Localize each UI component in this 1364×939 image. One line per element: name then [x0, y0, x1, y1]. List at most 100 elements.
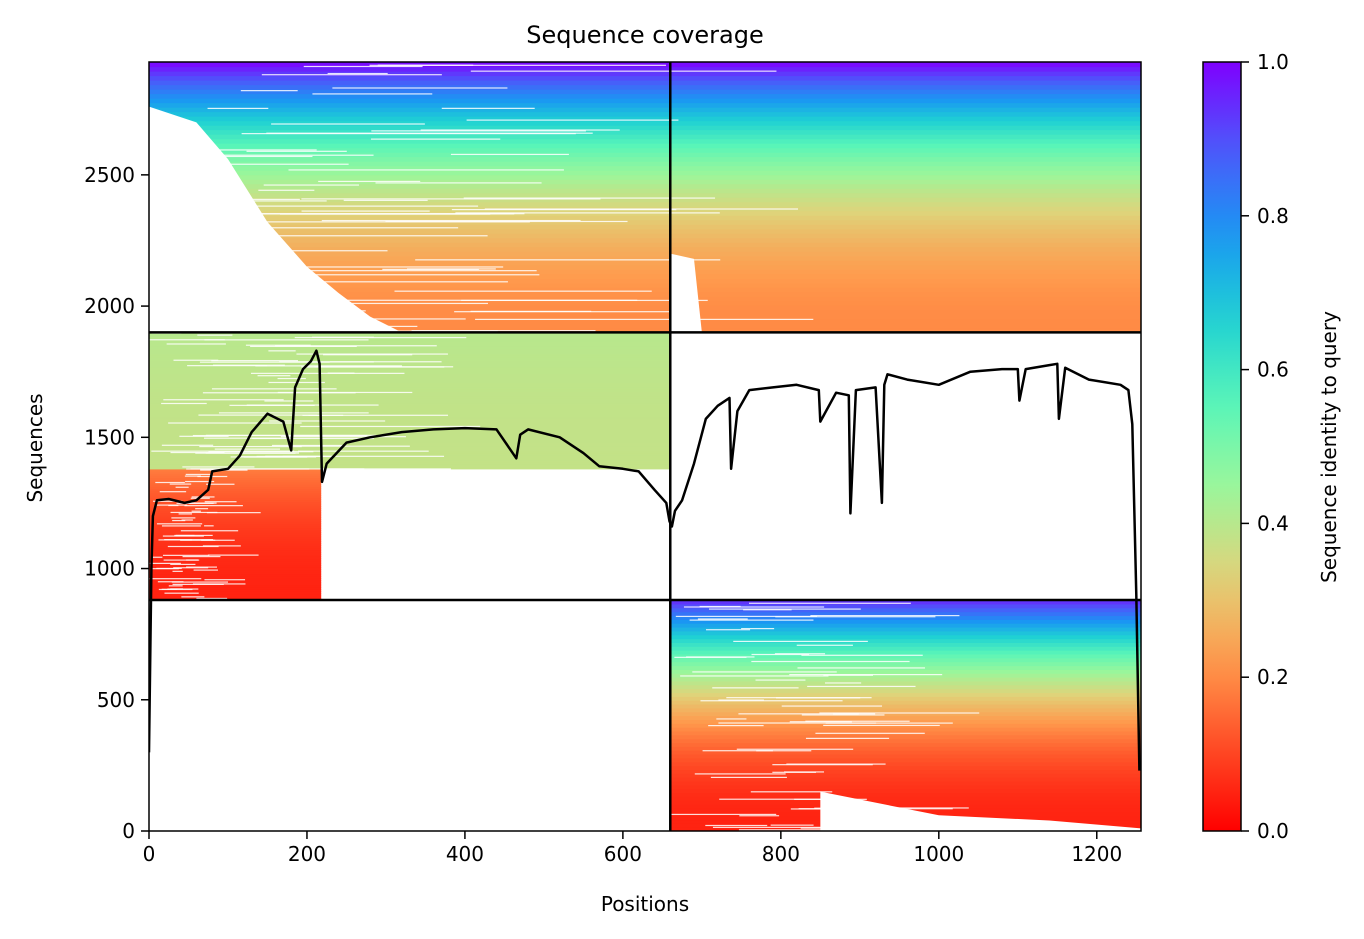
msa-band [670, 800, 1141, 805]
gap-stripe [156, 523, 203, 525]
msa-band [670, 634, 1141, 640]
gap-stripe [273, 330, 498, 332]
msa-band [149, 359, 671, 363]
gap-stripe [801, 714, 885, 716]
msa-band [149, 538, 322, 542]
gap-stripe [197, 334, 233, 336]
gap-stripe [239, 456, 270, 458]
gap-stripe [749, 602, 911, 604]
msa-band [149, 497, 322, 501]
gap-stripe [705, 824, 768, 827]
msa-band [149, 523, 322, 527]
gap-stripe [202, 545, 241, 547]
y-tick-label: 1000 [84, 557, 135, 581]
gap-stripe [196, 597, 228, 600]
msa-band [670, 700, 1141, 705]
gap-stripe [164, 592, 199, 594]
gap-stripe [733, 640, 868, 643]
gap-stripe [297, 450, 429, 452]
msa-band [670, 754, 1141, 759]
gap-stripe [199, 361, 330, 363]
gap-stripe [246, 150, 347, 152]
gap-stripe [321, 219, 581, 222]
msa-band [149, 341, 671, 345]
msa-band [149, 361, 671, 365]
gap-stripe [738, 713, 876, 715]
gap-stripe [312, 336, 374, 338]
msa-band [149, 432, 671, 436]
gap-stripe [168, 585, 183, 587]
msa-band [149, 350, 671, 354]
msa-band [670, 707, 1141, 713]
gap-stripe [385, 220, 628, 223]
msa-band [149, 470, 322, 474]
msa-band [149, 532, 322, 536]
msa-band [149, 377, 671, 381]
gap-stripe [318, 180, 421, 183]
msa-band [149, 318, 1141, 324]
msa-band [149, 357, 671, 361]
gap-stripe [375, 182, 542, 184]
gap-stripe [213, 364, 285, 366]
gap-stripe [193, 569, 218, 571]
msa-band [670, 769, 1141, 774]
gap-stripe [159, 491, 187, 493]
gap-stripe [206, 483, 235, 485]
msa-band [149, 309, 1141, 315]
gap-stripe [726, 697, 872, 699]
gap-stripe [279, 361, 442, 363]
msa-band [149, 439, 671, 443]
gap-stripe [751, 660, 910, 663]
gap-stripe [736, 748, 854, 750]
msa-block [670, 600, 1141, 831]
gap-stripe [181, 596, 205, 598]
msa-band [149, 339, 671, 343]
gap-stripe [288, 169, 564, 171]
gap-stripe [255, 365, 402, 367]
msa-band [149, 547, 322, 551]
gap-stripe [162, 554, 210, 556]
y-axis: 0 500 1000 1500 2000 2500 [84, 163, 149, 843]
colorbar-tick-label: 0.4 [1257, 511, 1289, 535]
gap-stripe [175, 154, 374, 156]
msa-band [149, 495, 322, 498]
gap-stripe [461, 299, 708, 302]
msa-band [149, 71, 1141, 77]
gap-stripe [805, 720, 910, 722]
msa-band [149, 499, 322, 503]
msa-band [670, 600, 1141, 605]
msa-band [149, 418, 671, 422]
gap-stripe [204, 339, 369, 341]
gap-stripe [266, 132, 593, 134]
gap-stripe [207, 107, 269, 110]
msa-band [149, 545, 322, 549]
gap-stripe [172, 309, 278, 312]
msa-band [149, 343, 671, 347]
gap-stripe [800, 827, 828, 829]
msa-band [149, 152, 1141, 158]
msa-band [149, 543, 322, 546]
gap-stripe [179, 435, 229, 437]
msa-band [149, 332, 671, 336]
gap-stripe [172, 583, 224, 585]
msa-band [149, 66, 1141, 72]
gap-stripe [198, 414, 317, 416]
gap-stripe [240, 90, 298, 92]
msa-band [149, 375, 671, 379]
gap-stripe [170, 588, 184, 590]
gap-stripe [182, 466, 255, 468]
msa-band [670, 630, 1141, 636]
msa-band [149, 323, 1141, 329]
x-axis: 0 200 400 600 800 1000 1200 [143, 831, 1122, 866]
msa-band [149, 475, 322, 479]
msa-band [149, 246, 1141, 252]
msa-band [670, 626, 1141, 632]
msa-band [149, 314, 1141, 320]
msa-band [149, 370, 671, 374]
x-axis-label: Positions [601, 892, 689, 916]
msa-band [670, 642, 1141, 647]
gap-stripe [797, 667, 925, 669]
gap-stripe [716, 718, 747, 720]
colorbar: 0.0 0.2 0.4 0.6 0.8 1.0 [1202, 50, 1289, 843]
gap-stripe [470, 70, 777, 72]
